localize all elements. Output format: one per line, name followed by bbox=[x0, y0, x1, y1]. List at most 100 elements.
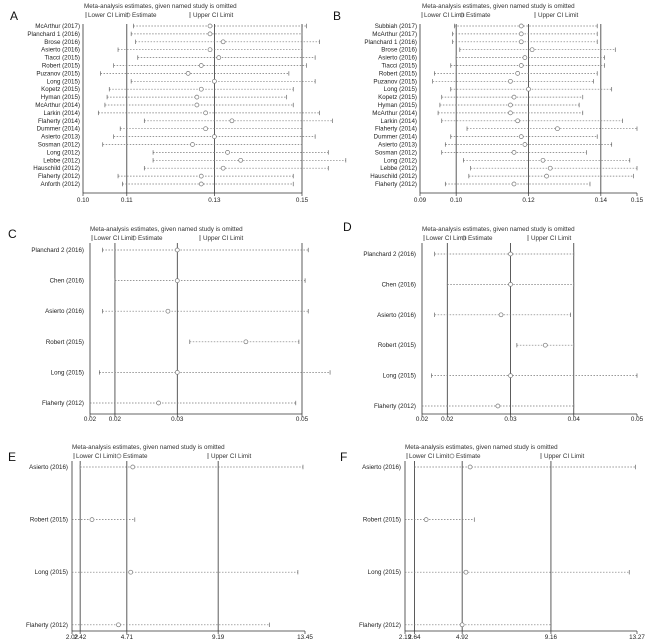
x-tick-label: 0.10 bbox=[77, 197, 90, 204]
panel-label: B bbox=[333, 9, 341, 23]
x-tick-label: 0.02 bbox=[109, 416, 122, 423]
study-label-planchard-1-2016: Planchard 1 (2016) bbox=[364, 39, 417, 46]
study-label-flaherty-2012: Flaherty (2012) bbox=[42, 400, 84, 407]
legend-estimate-marker bbox=[461, 235, 467, 241]
panel-label: E bbox=[8, 450, 16, 464]
estimate-point bbox=[542, 342, 548, 348]
estimate-point bbox=[194, 102, 200, 108]
panel-f: F Meta-analysis estimates, given named st… bbox=[340, 444, 645, 641]
x-tick-label: 0.02 bbox=[441, 416, 454, 423]
study-label-brose-2016: Brose (2016) bbox=[44, 39, 80, 46]
study-label-flaherty-2012: Flaherty (2012) bbox=[38, 173, 80, 180]
estimate-point bbox=[518, 63, 524, 68]
study-label-larkin-2014: Larkin (2014) bbox=[381, 118, 417, 125]
estimate-point bbox=[508, 373, 513, 378]
x-tick-label: 0.03 bbox=[171, 416, 184, 423]
study-label-lebbe-2012: Lebbe (2012) bbox=[380, 165, 417, 172]
estimate-point bbox=[185, 71, 191, 76]
estimate-point bbox=[128, 569, 134, 575]
study-label-sosman-2012: Sosman (2012) bbox=[38, 142, 80, 149]
study-label-subbiah-2017: Subbiah (2017) bbox=[375, 23, 417, 30]
study-label-dummer-2014: Dummer (2014) bbox=[37, 126, 80, 133]
legend-estimate-marker bbox=[131, 235, 137, 241]
estimate-point bbox=[498, 312, 504, 318]
legend: Lower CI Limit Estimate Upper CI Limit bbox=[91, 235, 243, 242]
estimate-point bbox=[511, 94, 517, 100]
estimate-point bbox=[508, 251, 513, 257]
estimate-point bbox=[522, 142, 528, 147]
estimate-point bbox=[518, 134, 524, 139]
study-label-asierto-2016: Asierto (2016) bbox=[41, 47, 80, 54]
study-label-long-2015: Long (2015) bbox=[35, 569, 68, 576]
legend-estimate-label: Estimate bbox=[132, 12, 157, 19]
study-label-robert-2015: Robert (2015) bbox=[30, 517, 68, 524]
chart-title: Meta-analysis estimates, given named stu… bbox=[422, 226, 575, 233]
legend: Lower CI Limit Estimate Upper CI Limit bbox=[85, 12, 233, 19]
panel-label: C bbox=[8, 227, 17, 241]
x-tick-label: 2.64 bbox=[408, 634, 421, 641]
estimate-point bbox=[198, 173, 204, 179]
estimate-point bbox=[156, 400, 161, 406]
study-label-robert-2015: Robert (2015) bbox=[46, 339, 84, 346]
x-tick-label: 0.04 bbox=[568, 416, 581, 423]
estimate-point bbox=[198, 86, 204, 92]
x-tick-label: 0.10 bbox=[450, 197, 463, 204]
study-label-hyman-2015: Hyman (2015) bbox=[378, 102, 417, 109]
estimate-point bbox=[225, 150, 230, 155]
x-tick-label: 4.71 bbox=[121, 634, 134, 641]
study-label-long-2015: Long (2015) bbox=[384, 86, 417, 93]
chart-title: Meta-analysis estimates, given named stu… bbox=[84, 3, 237, 10]
x-tick-label: 2.19 bbox=[399, 634, 412, 641]
x-tick-label: 0.09 bbox=[414, 197, 427, 204]
estimate-point bbox=[508, 78, 513, 84]
study-label-planchard-2-2016: Planchard 2 (2016) bbox=[31, 247, 84, 254]
estimate-point bbox=[198, 63, 204, 68]
legend-upper-label: Upper CI Limit bbox=[531, 235, 571, 242]
study-label-long-2015: Long (2015) bbox=[368, 569, 401, 576]
chart-title: Meta-analysis estimates, given named stu… bbox=[72, 444, 225, 451]
legend-estimate-marker bbox=[459, 12, 465, 18]
estimate-point bbox=[522, 55, 528, 60]
x-tick-label: 0.03 bbox=[504, 416, 517, 423]
estimate-point bbox=[515, 118, 521, 124]
estimate-point bbox=[463, 569, 469, 575]
panel-label: A bbox=[10, 9, 18, 23]
estimate-point bbox=[165, 308, 171, 314]
legend-estimate-label: Estimate bbox=[123, 453, 148, 460]
estimate-point bbox=[511, 150, 517, 155]
legend-estimate-label: Estimate bbox=[468, 235, 493, 242]
study-label-robert-2015: Robert (2015) bbox=[378, 342, 416, 349]
x-tick-label: 0.15 bbox=[296, 197, 309, 204]
panel-e: E Meta-analysis estimates, given named st… bbox=[8, 444, 313, 641]
panel-c: C Meta-analysis estimates, given named st… bbox=[8, 226, 331, 423]
study-label-robert-2015: Robert (2015) bbox=[42, 63, 80, 70]
x-tick-label: 9.19 bbox=[212, 634, 225, 641]
panel-label: D bbox=[343, 220, 352, 234]
legend-upper-label: Upper CI Limit bbox=[544, 453, 584, 460]
legend-estimate-label: Estimate bbox=[466, 12, 491, 19]
estimate-point bbox=[89, 517, 95, 522]
estimate-point bbox=[216, 55, 222, 60]
legend-lower-label: Lower CI Limit bbox=[88, 12, 128, 19]
study-label-flaherty-2012: Flaherty (2012) bbox=[359, 622, 401, 629]
study-label-planchard-1-2016: Planchard 1 (2016) bbox=[27, 31, 80, 38]
estimate-point bbox=[495, 403, 501, 409]
study-label-hyman-2015: Hyman (2015) bbox=[41, 94, 80, 101]
legend-estimate-marker bbox=[116, 453, 122, 459]
legend-lower-label: Lower CI Limit bbox=[424, 12, 464, 19]
study-label-larkin-2014: Larkin (2014) bbox=[44, 110, 80, 117]
study-label-mcarthur-2014: McArthur (2014) bbox=[35, 102, 80, 109]
legend-upper-label: Upper CI Limit bbox=[211, 453, 251, 460]
study-label-long-2015: Long (2015) bbox=[47, 78, 80, 85]
estimate-point bbox=[207, 23, 213, 29]
estimate-point bbox=[130, 464, 136, 470]
x-tick-label: 0.12 bbox=[522, 197, 535, 204]
estimate-point bbox=[174, 247, 180, 253]
x-tick-label: 0.05 bbox=[296, 416, 309, 423]
x-tick-label: 13.45 bbox=[297, 634, 313, 641]
estimate-point bbox=[544, 173, 549, 179]
study-label-flaherty-2012: Flaherty (2012) bbox=[374, 403, 416, 410]
legend-lower-label: Lower CI Limit bbox=[76, 453, 116, 460]
study-label-flaherty-2012: Flaherty (2012) bbox=[375, 181, 417, 188]
